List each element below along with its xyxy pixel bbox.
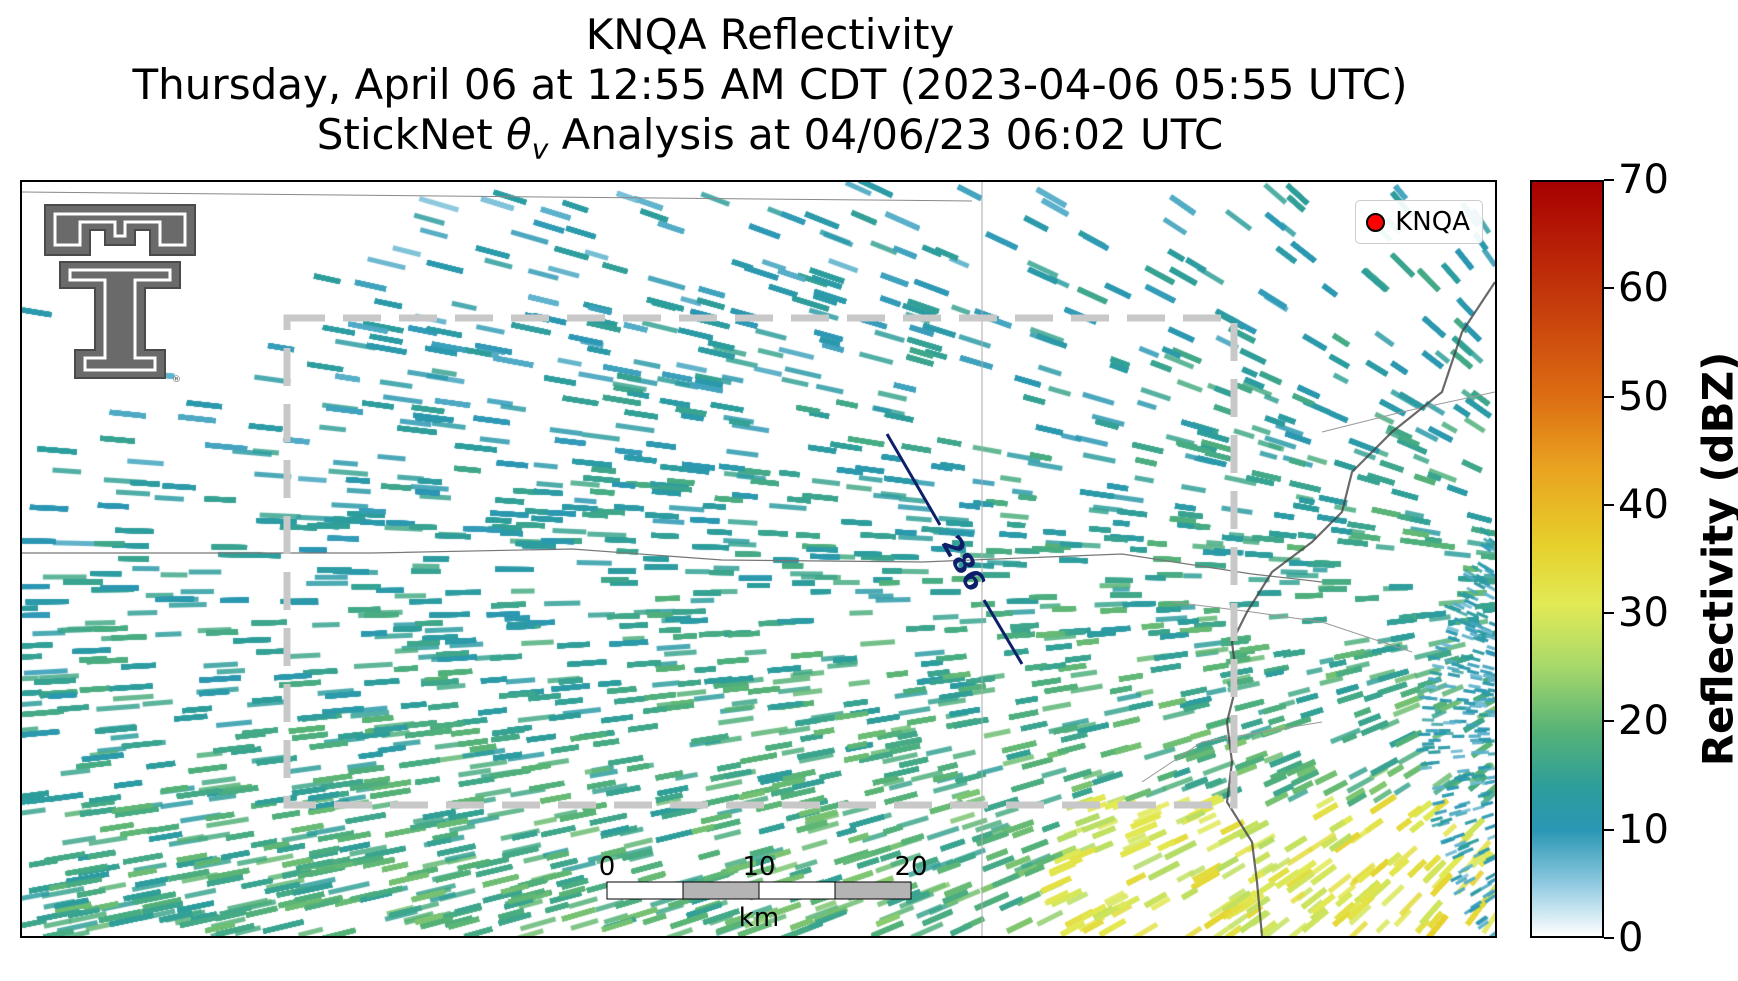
colorbar-tick-mark <box>1604 287 1614 290</box>
colorbar-tick-mark <box>1604 503 1614 506</box>
colorbar-tick-label: 50 <box>1618 373 1669 420</box>
colorbar-tick-mark <box>1604 395 1614 398</box>
analysis-domain-box <box>283 314 1238 809</box>
theta-v-contour: 286 <box>885 433 1024 665</box>
title-line-3: StickNet θv Analysis at 04/06/23 06:02 U… <box>0 110 1540 174</box>
colorbar-title: Reflectivity (dBZ) <box>1693 351 1738 767</box>
colorbar-tick-mark <box>1604 612 1614 615</box>
figure-title: KNQA Reflectivity Thursday, April 06 at … <box>0 10 1540 174</box>
colorbar-tick-label: 0 <box>1618 915 1644 961</box>
colorbar-tick-label: 70 <box>1618 157 1669 203</box>
map-overlay: 286 0 10 20 km <box>22 182 1495 936</box>
svg-text:®: ® <box>172 375 181 385</box>
colorbar-tick-label: 10 <box>1618 806 1669 853</box>
colorbar-tick-label: 30 <box>1618 590 1669 637</box>
theta-subscript: v <box>531 132 549 166</box>
title-line-2: Thursday, April 06 at 12:55 AM CDT (2023… <box>132 60 1408 109</box>
scalebar-tick-0: 0 <box>599 852 616 882</box>
county-boundary <box>22 191 973 202</box>
contour-label: 286 <box>934 530 992 597</box>
title-line-3-prefix: StickNet <box>316 110 507 159</box>
colorbar-tick-mark <box>1604 720 1614 723</box>
scalebar-tick-20: 20 <box>894 852 927 882</box>
scalebar-unit: km <box>739 903 779 933</box>
radar-map[interactable]: 286 0 10 20 km ® KNQA <box>20 180 1497 938</box>
theta-symbol: θ <box>506 110 532 159</box>
colorbar-tick-label: 20 <box>1618 698 1669 745</box>
scalebar-tick-10: 10 <box>742 852 775 882</box>
texas-tech-logo: ® <box>44 204 196 385</box>
legend-label: KNQA <box>1395 207 1470 237</box>
map-legend: KNQA <box>1355 200 1483 244</box>
colorbar-tick-mark <box>1604 937 1614 939</box>
colorbar-tick-mark <box>1604 179 1614 181</box>
state-boundary <box>1225 281 1495 936</box>
colorbar-tick-mark <box>1604 828 1614 831</box>
scale-bar: 0 10 20 km <box>599 852 928 933</box>
title-line-1: KNQA Reflectivity <box>585 10 955 59</box>
county-boundary <box>1171 601 1413 653</box>
title-line-3-suffix: Analysis at 04/06/23 06:02 UTC <box>548 110 1224 159</box>
county-boundary <box>1141 721 1323 783</box>
colorbar <box>1530 180 1604 938</box>
colorbar-tick-label: 40 <box>1618 481 1669 528</box>
county-boundary <box>1321 391 1495 433</box>
reflectivity-field <box>22 182 1495 936</box>
colorbar-tick-label: 60 <box>1618 265 1669 312</box>
county-boundary <box>22 548 1323 583</box>
radar-site-marker-icon <box>1366 212 1386 232</box>
